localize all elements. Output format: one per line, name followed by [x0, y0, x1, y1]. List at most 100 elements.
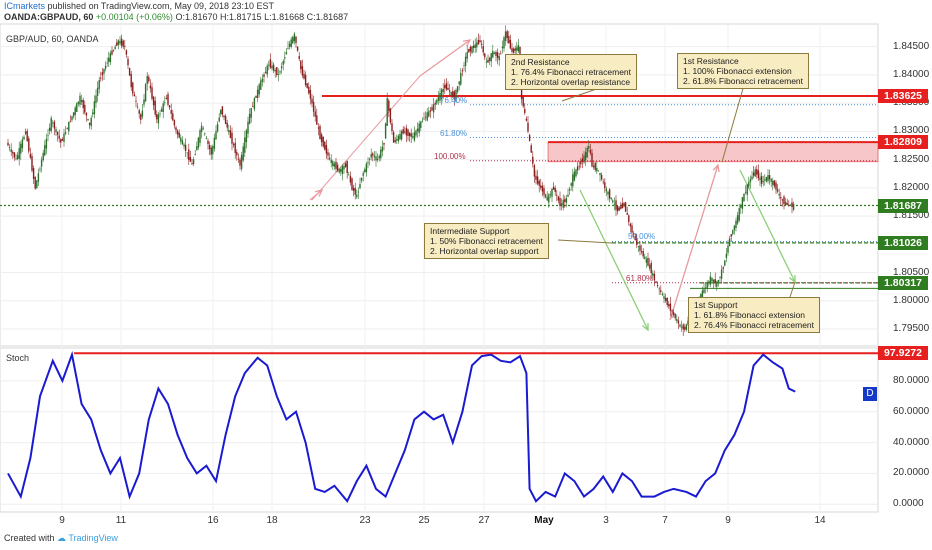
time-tick-label: 9 — [725, 515, 731, 526]
candle-body — [242, 146, 244, 161]
candle-body — [370, 153, 372, 158]
price-tick-label: 1.83000 — [893, 125, 930, 137]
candle-body — [407, 129, 409, 137]
candle-body — [776, 189, 779, 192]
candle-body — [404, 131, 406, 133]
candle-body — [338, 169, 340, 173]
candle-body — [460, 72, 462, 85]
tradingview-logo[interactable]: TradingView — [68, 533, 118, 543]
interval-badge[interactable]: D — [863, 387, 877, 401]
candle-body — [564, 199, 566, 202]
candle-body — [373, 155, 376, 158]
candle-body — [224, 116, 227, 124]
price-tick-label: 1.81500 — [893, 210, 930, 222]
level-tag: 1.82809 — [878, 135, 928, 150]
candle-body — [301, 66, 304, 76]
publisher-name[interactable]: ICmarkets — [4, 1, 46, 11]
candle-body — [55, 129, 57, 133]
candle-body — [327, 152, 329, 156]
candle-body — [29, 153, 32, 158]
time-tick-label: 23 — [359, 515, 371, 526]
time-tick-label: 9 — [59, 515, 65, 526]
arrow-up-forecast — [669, 164, 719, 321]
candle-body — [711, 278, 713, 282]
candle-body — [616, 205, 619, 212]
candle-body — [664, 297, 667, 301]
price-tick-label: 1.82500 — [893, 153, 930, 165]
candle-body — [684, 326, 686, 330]
candle-body — [167, 93, 169, 105]
candle-body — [125, 50, 128, 55]
candle-body — [605, 188, 608, 192]
price-tick-label: 1.80000 — [893, 294, 930, 306]
candle-body — [77, 101, 80, 104]
candle-body — [248, 113, 251, 124]
callout-title: Intermediate Support — [430, 226, 510, 236]
candle-body — [88, 122, 91, 125]
candle-body — [95, 95, 97, 104]
candle-body — [16, 155, 19, 160]
candle-body — [218, 117, 220, 122]
candle-body — [173, 120, 176, 126]
candle-body — [652, 273, 654, 276]
candle-body — [663, 296, 665, 299]
candle-body — [207, 140, 209, 145]
candle-body — [314, 111, 316, 117]
candlestick-series — [7, 25, 795, 337]
candle-body — [7, 142, 9, 146]
candle-body — [13, 152, 16, 158]
candle-body — [413, 132, 416, 141]
candle-body — [722, 267, 724, 269]
candle-body — [98, 80, 100, 89]
candle-body — [244, 137, 246, 153]
time-tick-label: 7 — [662, 515, 668, 526]
candle-body — [116, 42, 118, 46]
trend-line-april — [311, 75, 421, 201]
candle-body — [271, 65, 273, 69]
candle-body — [58, 135, 60, 139]
candle-body — [429, 110, 432, 112]
candle-body — [463, 65, 465, 67]
candle-body — [293, 33, 296, 42]
candle-body — [500, 53, 502, 55]
candle-body — [482, 46, 484, 53]
candle-body — [61, 139, 64, 141]
candle-body — [551, 188, 553, 197]
candle-body — [232, 144, 235, 146]
candle-body — [754, 169, 756, 177]
candle-body — [376, 159, 379, 160]
candle-body — [476, 42, 478, 48]
candle-body — [84, 104, 86, 113]
candle-body — [223, 115, 225, 118]
candle-body — [600, 174, 603, 180]
candle-body — [15, 158, 17, 160]
callout-title: 2nd Resistance — [511, 57, 570, 67]
candle-body — [220, 109, 222, 115]
candle-body — [215, 131, 217, 140]
candle-body — [184, 144, 187, 151]
candle-body — [714, 279, 716, 284]
candle-body — [416, 128, 419, 132]
candle-body — [394, 140, 396, 142]
candle-body — [104, 65, 107, 69]
candle-body — [661, 293, 664, 295]
candle-body — [532, 156, 534, 164]
candle-body — [589, 149, 592, 154]
callout-line: 1. 50% Fibonacci retracement — [430, 236, 543, 246]
candle-body — [263, 74, 265, 77]
callout-title: 1st Support — [694, 300, 738, 310]
candle-body — [252, 106, 254, 108]
candle-body — [157, 114, 160, 124]
candle-body — [610, 197, 612, 200]
candle-body — [543, 188, 545, 195]
candle-body — [282, 60, 284, 65]
candle-body — [213, 137, 216, 149]
candle-body — [420, 121, 422, 128]
candle-body — [168, 105, 171, 108]
candle-body — [183, 144, 185, 147]
time-tick-label: 16 — [207, 515, 219, 526]
candle-body — [738, 208, 740, 221]
candle-body — [565, 197, 568, 203]
candle-body — [92, 112, 94, 115]
candle-body — [181, 140, 184, 145]
